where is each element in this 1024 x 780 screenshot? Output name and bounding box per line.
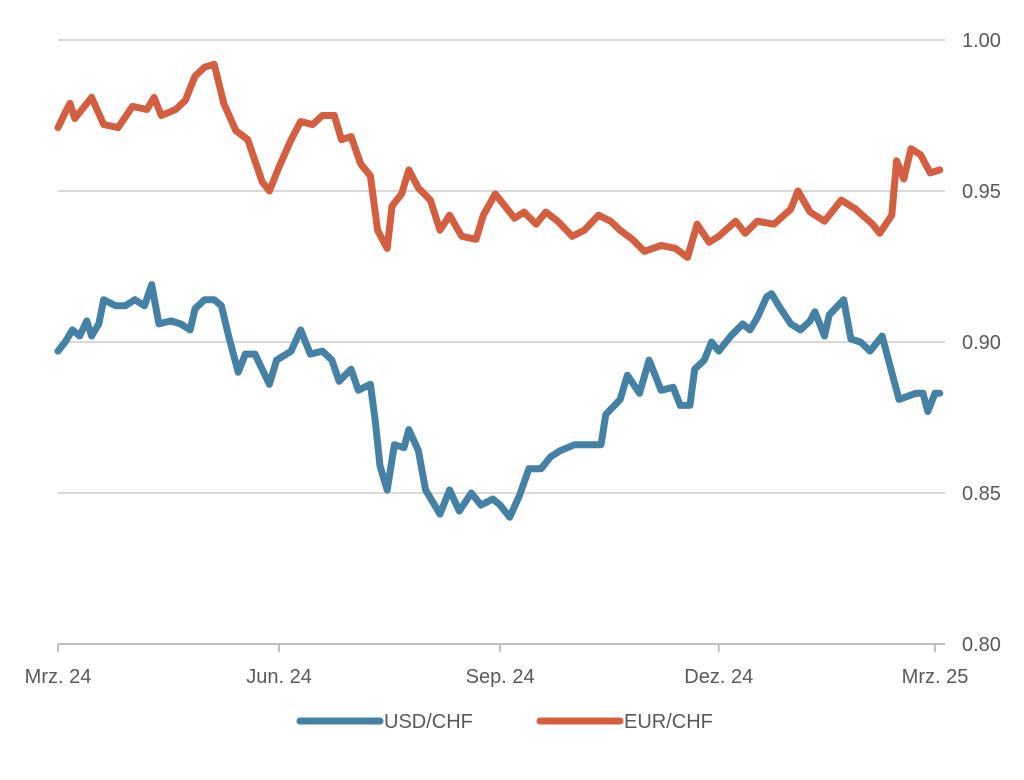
y-tick-label: 0.95 — [962, 181, 1001, 203]
series-lines — [54, 60, 944, 521]
x-tick-label: Mrz. 24 — [25, 666, 92, 688]
gridlines — [58, 39, 945, 494]
series-line-usd-chf — [54, 281, 944, 521]
x-axis: Mrz. 24 Jun. 24 Sep. 24 Dez. 24 Mrz. 25 — [25, 643, 969, 688]
legend-label: EUR/CHF — [624, 711, 713, 733]
legend: USD/CHF EUR/CHF — [296, 711, 713, 733]
y-tick-label: 0.90 — [962, 332, 1001, 354]
y-tick-label: 1.00 — [962, 30, 1001, 52]
x-tick-label: Mrz. 25 — [902, 666, 969, 688]
x-tick-label: Jun. 24 — [246, 666, 312, 688]
x-tick-label: Sep. 24 — [466, 666, 535, 688]
legend-item: EUR/CHF — [536, 711, 713, 733]
y-tick-label: 0.85 — [962, 483, 1001, 505]
legend-item: USD/CHF — [296, 711, 473, 733]
y-tick-label: 0.80 — [962, 634, 1001, 656]
x-tick-label: Dez. 24 — [684, 666, 753, 688]
y-axis: 0.80 0.85 0.90 0.95 1.00 — [962, 30, 1001, 656]
series-line-eur-chf — [54, 60, 944, 261]
legend-label: USD/CHF — [384, 711, 473, 733]
